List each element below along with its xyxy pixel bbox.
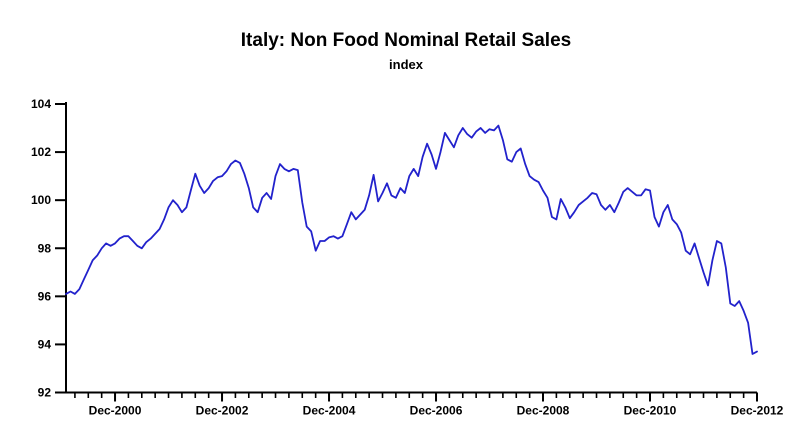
chart-title: Italy: Non Food Nominal Retail Sales bbox=[240, 30, 572, 51]
x-tick-label: Dec-2008 bbox=[517, 404, 570, 418]
x-tick-label: Dec-2006 bbox=[410, 404, 463, 418]
x-tick-label: Dec-2010 bbox=[624, 404, 677, 418]
x-tick-label: Dec-2000 bbox=[89, 404, 142, 418]
y-tick-label: 92 bbox=[38, 386, 52, 400]
data-series-line bbox=[65, 124, 758, 355]
y-tick-label: 94 bbox=[38, 337, 52, 351]
y-axis-ticks: 92 94 96 98 100 102 104 bbox=[31, 97, 66, 400]
x-tick-label: Dec-2002 bbox=[196, 404, 249, 418]
axes bbox=[65, 102, 757, 394]
x-tick-label: Dec-2012 bbox=[731, 404, 784, 418]
chart-subtitle: index bbox=[389, 57, 423, 72]
y-tick-label: 98 bbox=[38, 241, 52, 255]
y-tick-label: 100 bbox=[31, 193, 51, 207]
y-tick-label: 102 bbox=[31, 145, 51, 159]
x-tick-label: Dec-2004 bbox=[303, 404, 356, 418]
y-tick-label: 96 bbox=[38, 289, 52, 303]
x-axis-ticks: Dec-2000 Dec-2002 Dec-2004 Dec-2006 Dec-2008… bbox=[74, 392, 784, 418]
y-tick-label: 104 bbox=[31, 97, 51, 111]
